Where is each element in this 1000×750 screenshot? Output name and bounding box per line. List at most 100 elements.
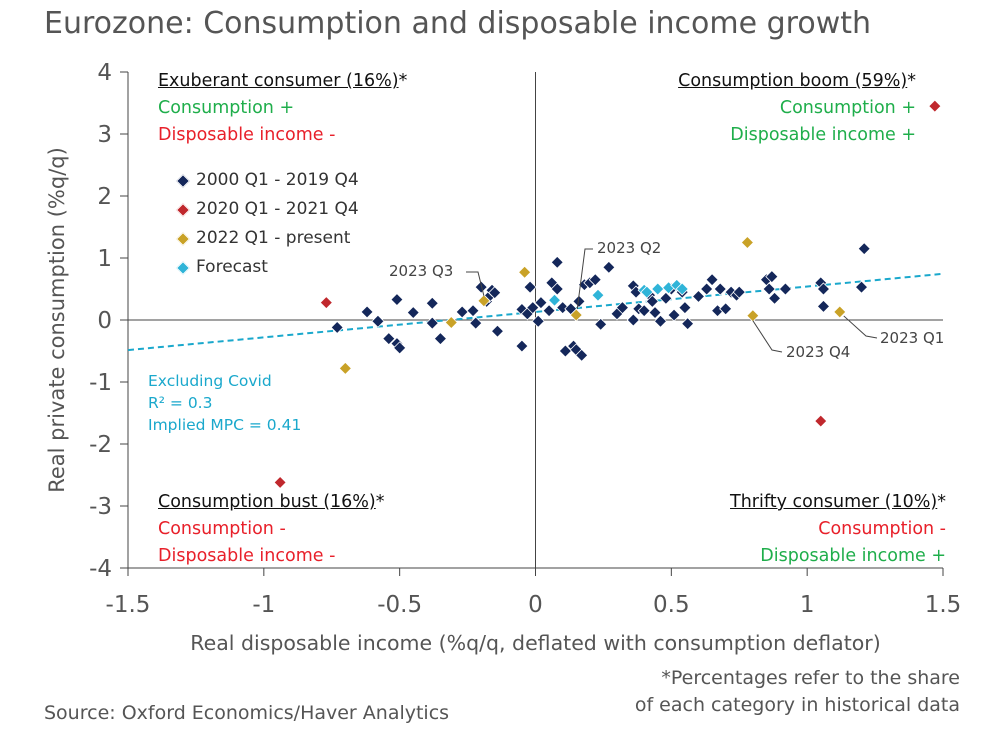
quadrant-line-consumption: Consumption + [779, 98, 916, 118]
quadrant-title: Thrifty consumer (10%) [730, 492, 938, 512]
data-point [602, 260, 616, 274]
data-point [469, 316, 483, 330]
data-point [670, 278, 684, 292]
data-point [556, 301, 570, 315]
quadrant-top-left: Exuberant consumer (16%)* Consumption + … [158, 68, 407, 149]
y-tick-label: 3 [97, 122, 112, 148]
data-point [572, 294, 586, 308]
data-point [531, 314, 545, 328]
data-point [594, 317, 608, 331]
regression-note: Excluding Covid R² = 0.3 Implied MPC = 0… [148, 370, 301, 436]
data-point [338, 361, 352, 375]
data-point [732, 285, 746, 299]
data-point [691, 289, 706, 304]
data-point [526, 301, 540, 315]
data-point [490, 324, 505, 338]
data-point [615, 301, 629, 315]
legend-label: 2022 Q1 - present [196, 228, 351, 248]
data-point [488, 286, 502, 300]
quadrant-title: Exuberant consumer (16%) [158, 71, 399, 91]
data-point [523, 280, 537, 294]
quadrant-title: Consumption bust (16%) [158, 492, 376, 512]
data-point [455, 305, 469, 319]
footnote-line: of each category in historical data [634, 694, 960, 716]
x-tick-label: 1 [800, 592, 815, 618]
data-point [330, 320, 344, 335]
data-point [637, 304, 651, 318]
diamond-icon [175, 173, 191, 188]
data-point [542, 304, 556, 318]
annotation-2023-q1: 2023 Q1 [880, 329, 945, 347]
footnote-star: * [907, 71, 916, 91]
quadrant-bottom-right: Thrifty consumer (10%)* Consumption - Di… [730, 489, 946, 570]
data-point [466, 304, 480, 318]
x-tick-label: -0.5 [377, 592, 422, 618]
data-point [700, 282, 714, 296]
data-point [425, 296, 439, 310]
data-point [425, 316, 439, 330]
data-point [705, 273, 719, 287]
legend-item-forecast: Forecast [175, 253, 359, 282]
diamond-icon [175, 231, 191, 246]
quadrant-bottom-left: Consumption bust (16%)* Consumption - Di… [158, 489, 385, 570]
data-point [433, 332, 447, 346]
data-point [550, 282, 564, 296]
footnote-star: * [398, 71, 408, 91]
y-tick-label: -3 [89, 494, 112, 520]
data-point [713, 282, 727, 296]
data-point [719, 302, 733, 316]
data-point [626, 313, 640, 327]
data-point [653, 314, 668, 328]
data-point [406, 305, 420, 320]
data-point [857, 242, 871, 256]
x-tick-label: 0 [528, 592, 543, 618]
data-point [768, 291, 782, 305]
footnote-star: * [375, 492, 385, 512]
data-point [382, 332, 396, 346]
data-point [854, 280, 869, 294]
data-point [591, 288, 605, 302]
data-point [814, 414, 828, 428]
data-point [518, 265, 532, 279]
data-point [651, 282, 665, 296]
diamond-icon [175, 202, 191, 217]
data-point [273, 475, 287, 490]
data-point [816, 299, 831, 313]
footnote-line: *Percentages refer to the share [661, 667, 960, 689]
regression-note-title: Excluding Covid [148, 372, 272, 390]
leader-2023-q3 [466, 271, 485, 296]
quadrant-top-right: Consumption boom (59%)* Consumption + Di… [678, 68, 916, 149]
data-point [515, 302, 529, 317]
legend-label: 2000 Q1 - 2019 Q4 [196, 170, 359, 190]
data-point [640, 285, 654, 299]
data-point [762, 282, 776, 296]
quadrant-line-income: Disposable income - [158, 125, 336, 145]
quadrant-title: Consumption boom (59%) [678, 71, 908, 91]
x-tick-label: -1 [252, 592, 275, 618]
y-tick-label: 0 [97, 308, 112, 334]
data-point [833, 305, 847, 319]
data-point [778, 282, 792, 296]
x-tick-label: 0.5 [653, 592, 690, 618]
data-point [515, 339, 529, 353]
quadrant-line-consumption: Consumption - [158, 519, 286, 539]
data-point [746, 309, 760, 323]
legend-item-2020-2021: 2020 Q1 - 2021 Q4 [175, 195, 359, 224]
data-point [360, 305, 374, 319]
data-point [393, 341, 407, 355]
data-point [390, 292, 404, 307]
data-point [675, 282, 689, 296]
footnote-star: * [937, 492, 946, 512]
data-point [569, 308, 583, 322]
data-point [645, 294, 659, 308]
x-tick-label: 1.5 [925, 592, 962, 618]
legend-label: 2020 Q1 - 2021 Q4 [196, 199, 359, 219]
data-point [659, 291, 673, 305]
y-tick-label: 1 [97, 246, 112, 272]
chart-title: Eurozone: Consumption and disposable inc… [44, 6, 872, 41]
x-tick-label: -1.5 [106, 592, 151, 618]
quadrant-line-income: Disposable income + [760, 546, 946, 566]
data-point [667, 308, 681, 322]
